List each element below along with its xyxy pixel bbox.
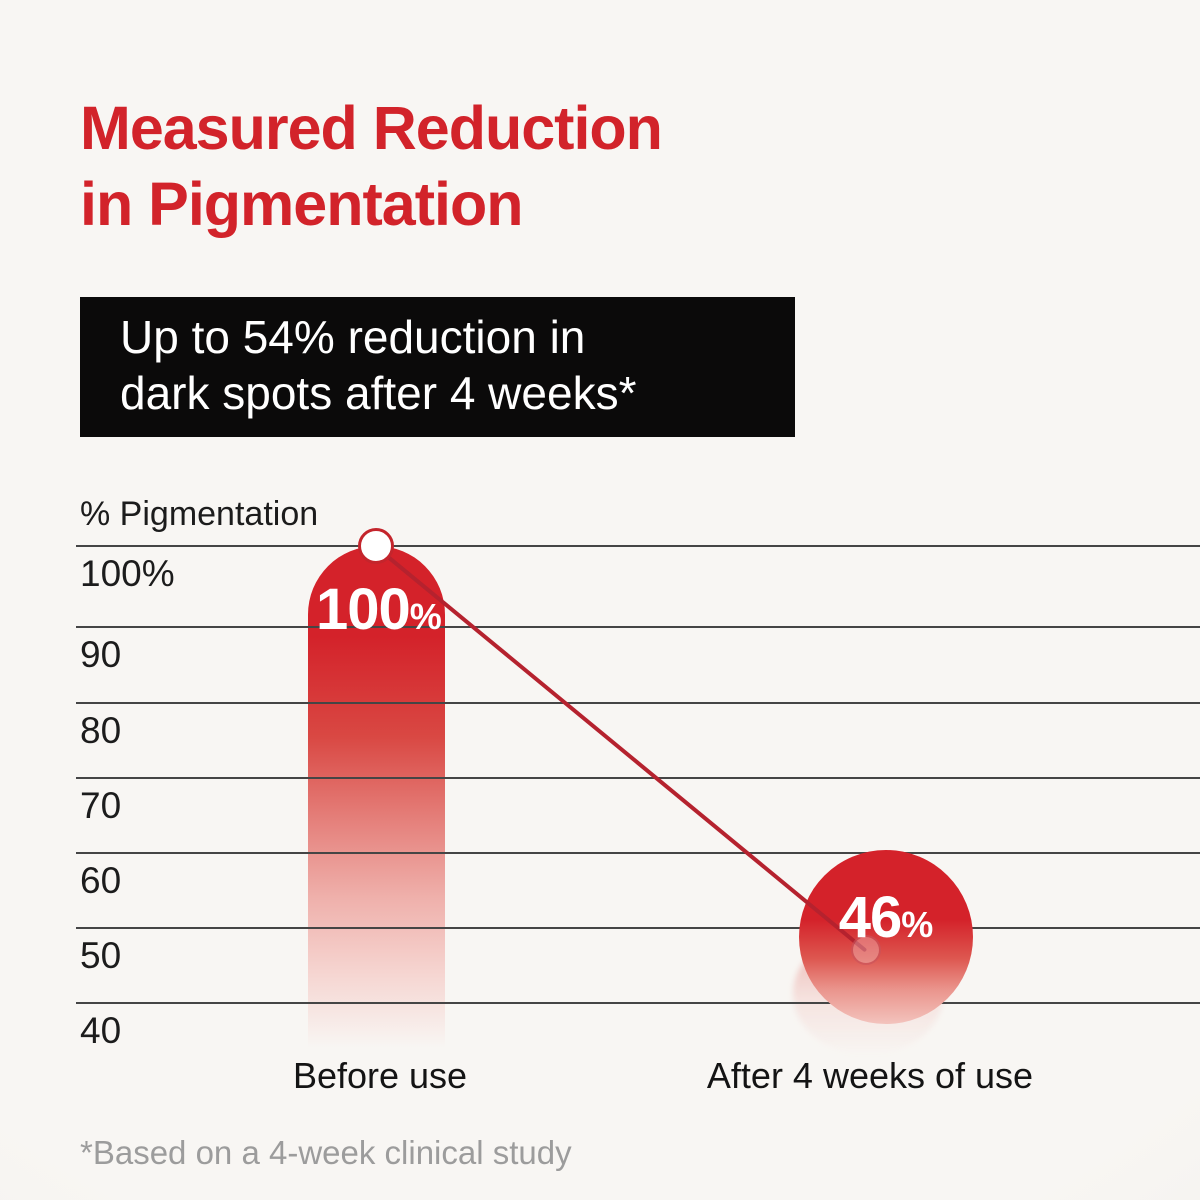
gridline-100 xyxy=(76,545,1200,547)
gridline-80 xyxy=(76,702,1200,704)
page-title-line1: Measured Reduction xyxy=(80,94,663,162)
bubble-after-use xyxy=(799,850,973,1024)
bubble-value-label-after: 46% xyxy=(799,884,973,951)
y-tick-label-60: 60 xyxy=(80,860,122,901)
y-tick-label-40: 40 xyxy=(80,1010,122,1051)
bubble-value-number: 46 xyxy=(838,885,903,950)
page-title-line2: in Pigmentation xyxy=(80,170,523,238)
y-tick-label-100: 100% xyxy=(80,553,175,594)
y-tick-label-70: 70 xyxy=(80,785,122,826)
x-tick-label-before-use: Before use xyxy=(292,1055,468,1096)
y-tick-label-50: 50 xyxy=(80,935,122,976)
footnote: *Based on a 4-week clinical study xyxy=(80,1134,572,1171)
gridline-50 xyxy=(76,927,1200,929)
page-title: Measured Reduction in Pigmentation xyxy=(80,90,663,242)
trend-line xyxy=(374,545,868,953)
y-axis-title: % Pigmentation xyxy=(80,495,319,533)
x-tick-label-after-use: After 4 weeks of use xyxy=(706,1055,1034,1096)
bar-value-percent-sign: % xyxy=(409,596,442,637)
gridline-40 xyxy=(76,1002,1200,1004)
y-tick-label-90: 90 xyxy=(80,634,122,675)
gridline-90 xyxy=(76,626,1200,628)
data-point-marker-before xyxy=(358,528,394,564)
banner-line2: dark spots after 4 weeks* xyxy=(120,367,637,419)
bar-value-number: 100 xyxy=(316,577,411,642)
highlight-banner: Up to 54% reduction in dark spots after … xyxy=(80,297,795,437)
data-point-marker-after xyxy=(851,935,881,965)
bar-before-use xyxy=(308,546,445,1048)
bar-value-label-before: 100% xyxy=(316,576,446,643)
banner-line1: Up to 54% reduction in xyxy=(120,311,586,363)
y-tick-label-80: 80 xyxy=(80,710,122,751)
gridline-70 xyxy=(76,777,1200,779)
gridline-60 xyxy=(76,852,1200,854)
bubble-value-percent-sign: % xyxy=(901,904,934,945)
